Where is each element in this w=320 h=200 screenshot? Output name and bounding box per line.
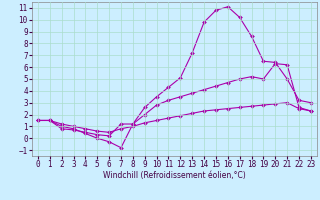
X-axis label: Windchill (Refroidissement éolien,°C): Windchill (Refroidissement éolien,°C) <box>103 171 246 180</box>
